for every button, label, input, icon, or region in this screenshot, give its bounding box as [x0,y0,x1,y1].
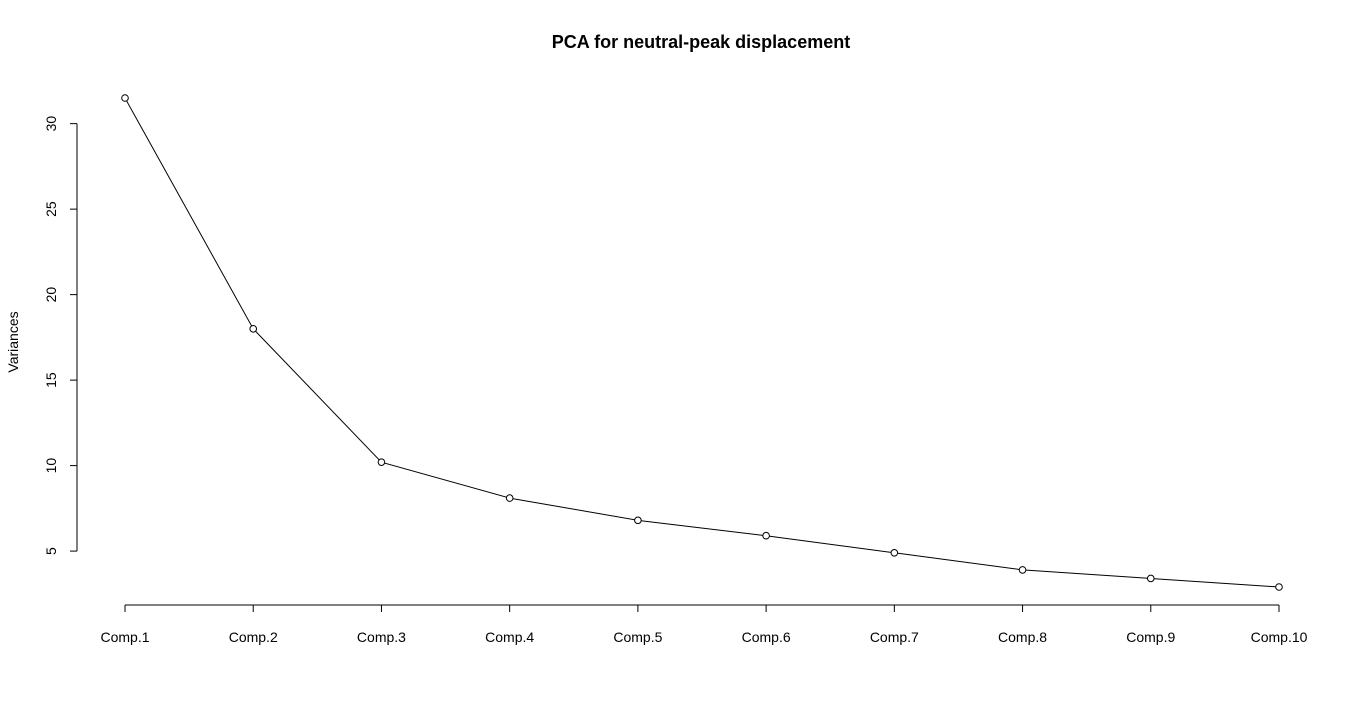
series-variances [121,94,1283,591]
data-point [890,549,899,557]
data-point [1146,574,1155,583]
x-tick-label: Comp.6 [742,629,791,645]
y-axis-label: Variances [5,311,21,372]
y-tick-label: 20 [43,287,59,303]
x-tick-label: Comp.8 [998,629,1047,645]
series-line [124,97,1280,588]
data-point [762,531,770,540]
y-tick-label: 15 [43,372,59,388]
data-point [121,94,129,102]
x-tick-label: Comp.4 [485,629,534,645]
y-tick-label: 30 [43,116,59,132]
y-tick-label: 25 [43,201,59,217]
x-tick-label: Comp.10 [1251,629,1308,645]
x-tick-label: Comp.5 [613,629,662,645]
y-tick-label: 10 [43,458,59,474]
data-point [505,494,514,502]
data-point [1275,583,1283,591]
x-tick-label: Comp.7 [870,629,919,645]
x-tick-label: Comp.3 [357,629,406,645]
x-tick-label: Comp.2 [229,629,278,645]
x-axis: Comp.1 Comp.2 Comp.3 Comp.4 Comp.5 Comp.6 Comp… [100,604,1308,645]
x-tick-label: Comp.1 [100,629,149,645]
x-tick-label: Comp.9 [1126,629,1175,645]
y-tick-label: 5 [43,547,59,555]
data-point [249,325,258,333]
data-point [1018,566,1027,574]
chart-title: PCA for neutral-peak displacement [552,32,850,52]
data-point [634,516,642,525]
y-axis: 5 10 15 20 25 30 [43,116,78,555]
data-point [377,458,386,466]
